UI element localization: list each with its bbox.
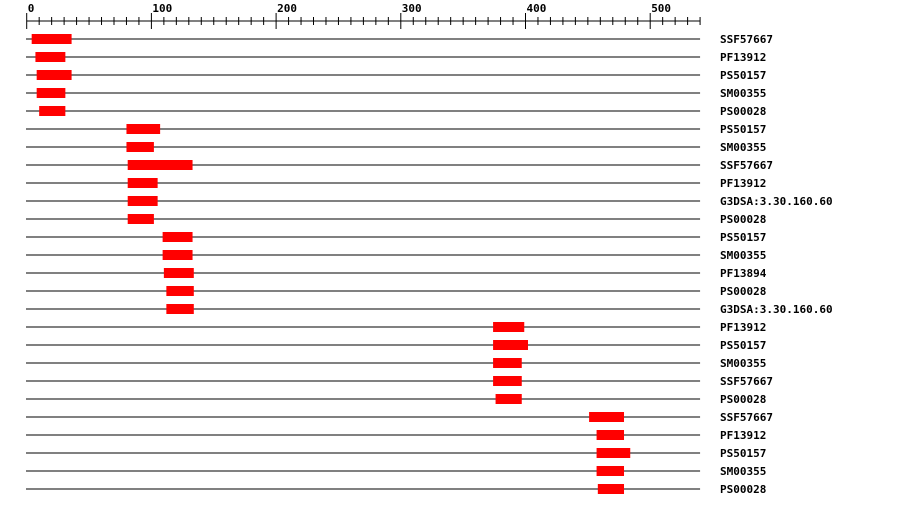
track-label: PS50157 xyxy=(720,123,766,136)
track-label: PS50157 xyxy=(720,339,766,352)
track-row: PS50157 xyxy=(26,447,766,460)
track-label: PF13894 xyxy=(720,267,767,280)
track-label: SM00355 xyxy=(720,87,766,100)
track-row: PS50157 xyxy=(26,123,766,136)
track-row: PS50157 xyxy=(26,69,766,82)
track-row: PF13912 xyxy=(26,177,766,190)
tick-label: 500 xyxy=(651,2,671,15)
domain-bar[interactable] xyxy=(596,466,625,476)
track-label: PS50157 xyxy=(720,231,766,244)
domain-bar[interactable] xyxy=(126,124,161,134)
track-label: SM00355 xyxy=(720,465,766,478)
track-row: G3DSA:3.30.160.60 xyxy=(26,195,833,208)
track-label: PS00028 xyxy=(720,483,766,496)
domain-bar[interactable] xyxy=(597,484,625,494)
track-label: PF13912 xyxy=(720,321,766,334)
tick-label: 200 xyxy=(277,2,297,15)
scale-axis: 0 100 200 300 400 500 xyxy=(26,2,701,29)
tick-label: 100 xyxy=(152,2,172,15)
domain-bar[interactable] xyxy=(163,268,194,278)
domain-bar[interactable] xyxy=(162,250,193,260)
track-label: PS00028 xyxy=(720,393,766,406)
tick-label: 400 xyxy=(527,2,547,15)
track-row: SM00355 xyxy=(26,465,766,478)
domain-bar[interactable] xyxy=(493,376,522,386)
domain-bar[interactable] xyxy=(36,70,72,80)
track-row: SSF57667 xyxy=(26,375,773,388)
track-row: SM00355 xyxy=(26,249,766,262)
domain-bar[interactable] xyxy=(166,304,194,314)
domain-tracks: SSF57667 PF13912 PS50157 SM00355 PS00028 PS50… xyxy=(26,33,833,496)
track-label: SSF57667 xyxy=(720,411,773,424)
domain-bar[interactable] xyxy=(127,196,158,206)
track-row: SM00355 xyxy=(26,357,766,370)
domain-bar[interactable] xyxy=(36,88,66,98)
track-row: SSF57667 xyxy=(26,159,773,172)
domain-bar[interactable] xyxy=(127,214,154,224)
track-row: PS00028 xyxy=(26,393,766,406)
track-row: SSF57667 xyxy=(26,33,773,46)
track-label: SM00355 xyxy=(720,357,766,370)
track-label: SSF57667 xyxy=(720,33,773,46)
tick-label: 300 xyxy=(402,2,422,15)
track-label: PF13912 xyxy=(720,51,766,64)
track-row: SM00355 xyxy=(26,141,766,154)
domain-bar[interactable] xyxy=(596,448,631,458)
domain-bar[interactable] xyxy=(127,160,193,170)
domain-bar[interactable] xyxy=(493,358,522,368)
domain-bar[interactable] xyxy=(493,322,525,332)
domain-bar[interactable] xyxy=(126,142,154,152)
track-label: SSF57667 xyxy=(720,159,773,172)
track-label: PF13912 xyxy=(720,177,766,190)
track-label: PF13912 xyxy=(720,429,766,442)
track-row: PS00028 xyxy=(26,105,766,118)
track-label: PS00028 xyxy=(720,105,766,118)
track-label: G3DSA:3.30.160.60 xyxy=(720,195,833,208)
domain-bar[interactable] xyxy=(596,430,625,440)
track-row: SSF57667 xyxy=(26,411,773,424)
track-row: PF13912 xyxy=(26,321,766,334)
track-row: SM00355 xyxy=(26,87,766,100)
domain-bar[interactable] xyxy=(31,34,72,44)
track-label: G3DSA:3.30.160.60 xyxy=(720,303,833,316)
track-row: PS00028 xyxy=(26,483,766,496)
track-row: PS00028 xyxy=(26,213,766,226)
track-row: G3DSA:3.30.160.60 xyxy=(26,303,833,316)
track-row: PS50157 xyxy=(26,231,766,244)
track-label: PS00028 xyxy=(720,285,766,298)
domain-bar[interactable] xyxy=(127,178,158,188)
track-label: SSF57667 xyxy=(720,375,773,388)
domain-bar[interactable] xyxy=(495,394,522,404)
domain-bar[interactable] xyxy=(166,286,194,296)
track-row: PF13912 xyxy=(26,51,766,64)
track-label: SM00355 xyxy=(720,249,766,262)
track-row: PS00028 xyxy=(26,285,766,298)
track-label: SM00355 xyxy=(720,141,766,154)
domain-bar[interactable] xyxy=(589,412,625,422)
track-row: PF13894 xyxy=(26,267,767,280)
domain-bar[interactable] xyxy=(39,106,66,116)
track-label: PS50157 xyxy=(720,447,766,460)
track-row: PF13912 xyxy=(26,429,766,442)
domain-bar[interactable] xyxy=(162,232,193,242)
track-row: PS50157 xyxy=(26,339,766,352)
track-label: PS50157 xyxy=(720,69,766,82)
track-label: PS00028 xyxy=(720,213,766,226)
domain-bar[interactable] xyxy=(35,52,66,62)
domain-bar[interactable] xyxy=(493,340,528,350)
tick-label: 0 xyxy=(28,2,35,15)
